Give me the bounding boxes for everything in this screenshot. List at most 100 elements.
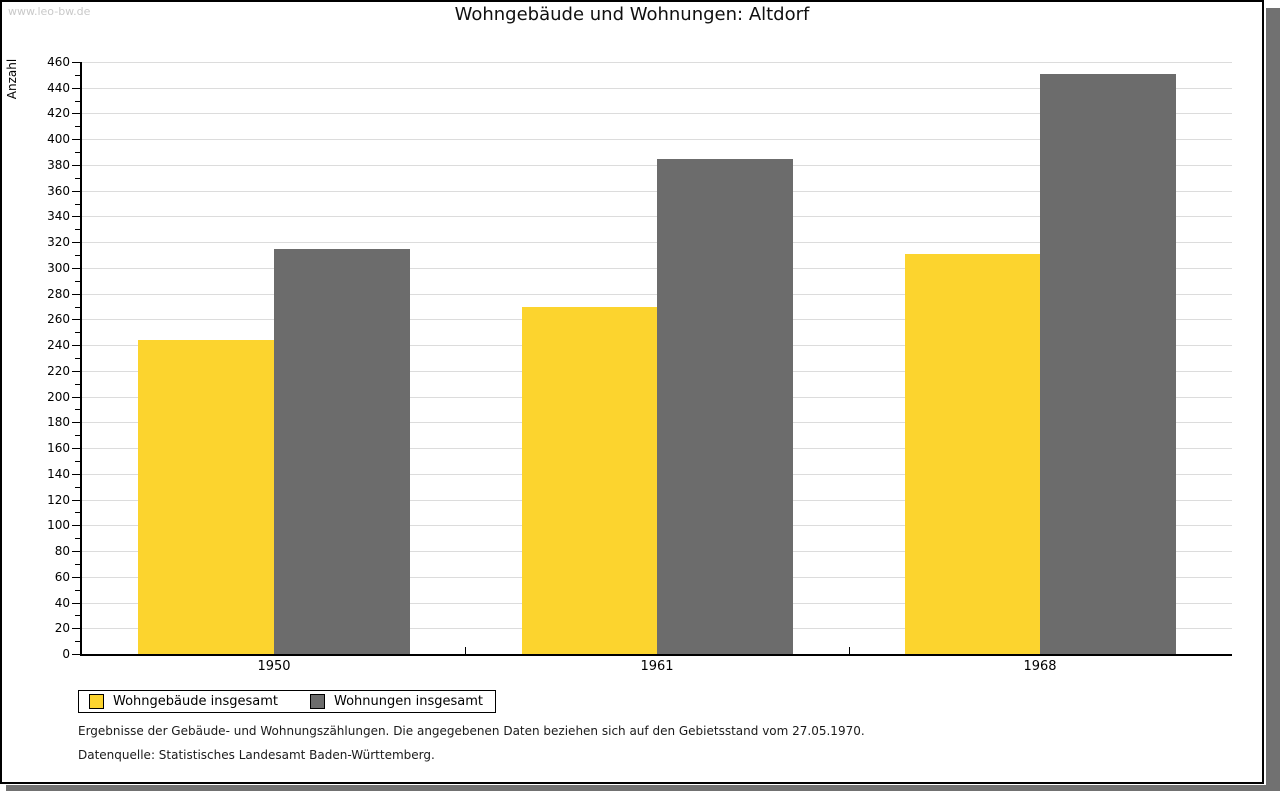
y-minor-tick [75,538,80,539]
x-tick-label: 1968 [1023,659,1057,674]
bar-wohnungen-1950 [274,249,410,654]
y-minor-tick [75,564,80,565]
category-divider [849,647,850,654]
y-minor-tick [75,204,80,205]
y-minor-tick [75,641,80,642]
y-minor-tick [75,178,80,179]
legend-item: Wohnungen insgesamt [310,694,483,709]
y-major-tick [72,577,80,578]
frame-shadow-bottom [6,785,1280,791]
y-minor-tick [75,409,80,410]
y-major-tick [72,500,80,501]
y-tick-label: 40 [54,596,70,610]
y-minor-tick [75,512,80,513]
y-tick-label: 200 [47,390,70,404]
y-minor-tick [75,152,80,153]
y-major-tick [72,628,80,629]
y-major-tick [72,294,80,295]
y-minor-tick [75,75,80,76]
y-tick-label: 120 [47,493,70,507]
y-minor-tick [75,384,80,385]
legend-label: Wohngebäude insgesamt [113,694,278,709]
y-major-tick [72,191,80,192]
y-major-tick [72,551,80,552]
y-tick-label: 20 [54,621,70,635]
legend-item: Wohngebäude insgesamt [89,694,278,709]
bar-wohngebaeude-1961 [522,307,658,654]
y-gridline [82,88,1232,89]
y-major-tick [72,242,80,243]
y-tick-label: 0 [62,647,70,661]
footnote-line: Datenquelle: Statistisches Landesamt Bad… [78,748,435,762]
y-major-tick [72,603,80,604]
y-tick-label: 100 [47,518,70,532]
y-tick-label: 220 [47,364,70,378]
bar-wohnungen-1961 [657,159,793,654]
y-gridline [82,139,1232,140]
bar-wohngebaeude-1968 [905,254,1041,654]
x-tick-label: 1950 [257,659,291,674]
y-minor-tick [75,307,80,308]
y-major-tick [72,654,80,655]
y-tick-label: 140 [47,467,70,481]
category-divider [465,647,466,654]
y-tick-label: 240 [47,338,70,352]
legend-swatch [89,694,104,709]
y-major-tick [72,319,80,320]
y-minor-tick [75,281,80,282]
legend-swatch [310,694,325,709]
y-tick-label: 460 [47,55,70,69]
y-minor-tick [75,332,80,333]
y-tick-label: 300 [47,261,70,275]
y-major-tick [72,165,80,166]
y-tick-label: 400 [47,132,70,146]
bar-wohnungen-1968 [1040,74,1176,654]
y-tick-label: 420 [47,106,70,120]
y-tick-label: 280 [47,287,70,301]
y-tick-label: 320 [47,235,70,249]
y-major-tick [72,525,80,526]
y-minor-tick [75,487,80,488]
y-minor-tick [75,126,80,127]
bar-wohngebaeude-1950 [138,340,274,654]
y-minor-tick [75,590,80,591]
x-tick-label: 1961 [640,659,674,674]
y-major-tick [72,268,80,269]
chart-frame: www.leo-bw.de Wohngebäude und Wohnungen:… [0,0,1264,784]
legend: Wohngebäude insgesamt Wohnungen insgesamt [78,690,496,713]
y-tick-label: 380 [47,158,70,172]
y-gridline [82,113,1232,114]
y-minor-tick [75,435,80,436]
chart-title: Wohngebäude und Wohnungen: Altdorf [454,4,810,25]
watermark-text: www.leo-bw.de [8,5,91,18]
y-major-tick [72,474,80,475]
y-tick-label: 160 [47,441,70,455]
y-minor-tick [75,461,80,462]
y-major-tick [72,448,80,449]
y-tick-label: 180 [47,415,70,429]
y-major-tick [72,88,80,89]
legend-label: Wohnungen insgesamt [334,694,483,709]
y-major-tick [72,345,80,346]
y-major-tick [72,216,80,217]
y-tick-label: 360 [47,184,70,198]
y-tick-label: 340 [47,209,70,223]
y-minor-tick [75,615,80,616]
y-tick-label: 260 [47,312,70,326]
footnote-line: Ergebnisse der Gebäude- und Wohnungszähl… [78,724,865,738]
y-axis-label: Anzahl [5,58,19,100]
y-tick-label: 80 [54,544,70,558]
y-major-tick [72,422,80,423]
y-major-tick [72,113,80,114]
y-tick-label: 60 [54,570,70,584]
plot-area: 0 20 40 60 80 100 120 140 160 180 200 220 240 260 280 3… [47,55,1232,674]
y-minor-tick [75,358,80,359]
frame-shadow-right [1266,8,1280,791]
y-gridline [82,62,1232,63]
y-minor-tick [75,255,80,256]
y-major-tick [72,397,80,398]
y-major-tick [72,371,80,372]
y-tick-label: 440 [47,81,70,95]
footnotes: Ergebnisse der Gebäude- und Wohnungszähl… [78,724,865,772]
y-major-tick [72,139,80,140]
